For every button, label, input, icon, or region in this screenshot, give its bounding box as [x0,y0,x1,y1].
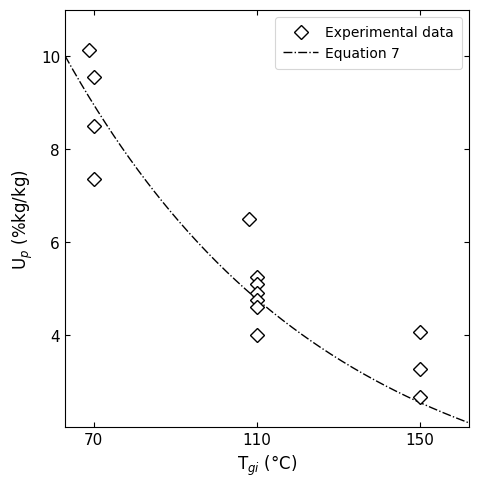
Equation 7 [428,405,434,410]
Equation 7 [403,393,408,399]
Y-axis label: U$_{p}$ (%kg/kg): U$_{p}$ (%kg/kg) [11,169,36,269]
Line: Experimental data: Experimental data [84,45,425,402]
Equation 7 [62,54,68,60]
Experimental data [91,75,96,81]
Equation 7 [466,420,472,426]
Line: Equation 7: Equation 7 [65,57,469,423]
Experimental data [91,124,96,130]
Experimental data [417,366,423,372]
X-axis label: T$_{gi}$ (°C): T$_{gi}$ (°C) [237,453,297,477]
Experimental data [246,216,252,222]
Experimental data [254,304,260,310]
Equation 7 [309,339,315,345]
Experimental data [254,274,260,280]
Experimental data [86,47,92,53]
Equation 7 [301,333,307,339]
Experimental data [254,290,260,296]
Experimental data [254,281,260,287]
Experimental data [254,332,260,338]
Experimental data [417,394,423,400]
Experimental data [417,329,423,335]
Experimental data [254,297,260,303]
Equation 7 [63,56,69,62]
Experimental data [91,177,96,183]
Equation 7 [302,334,308,340]
Legend: Experimental data, Equation 7: Experimental data, Equation 7 [275,18,462,69]
